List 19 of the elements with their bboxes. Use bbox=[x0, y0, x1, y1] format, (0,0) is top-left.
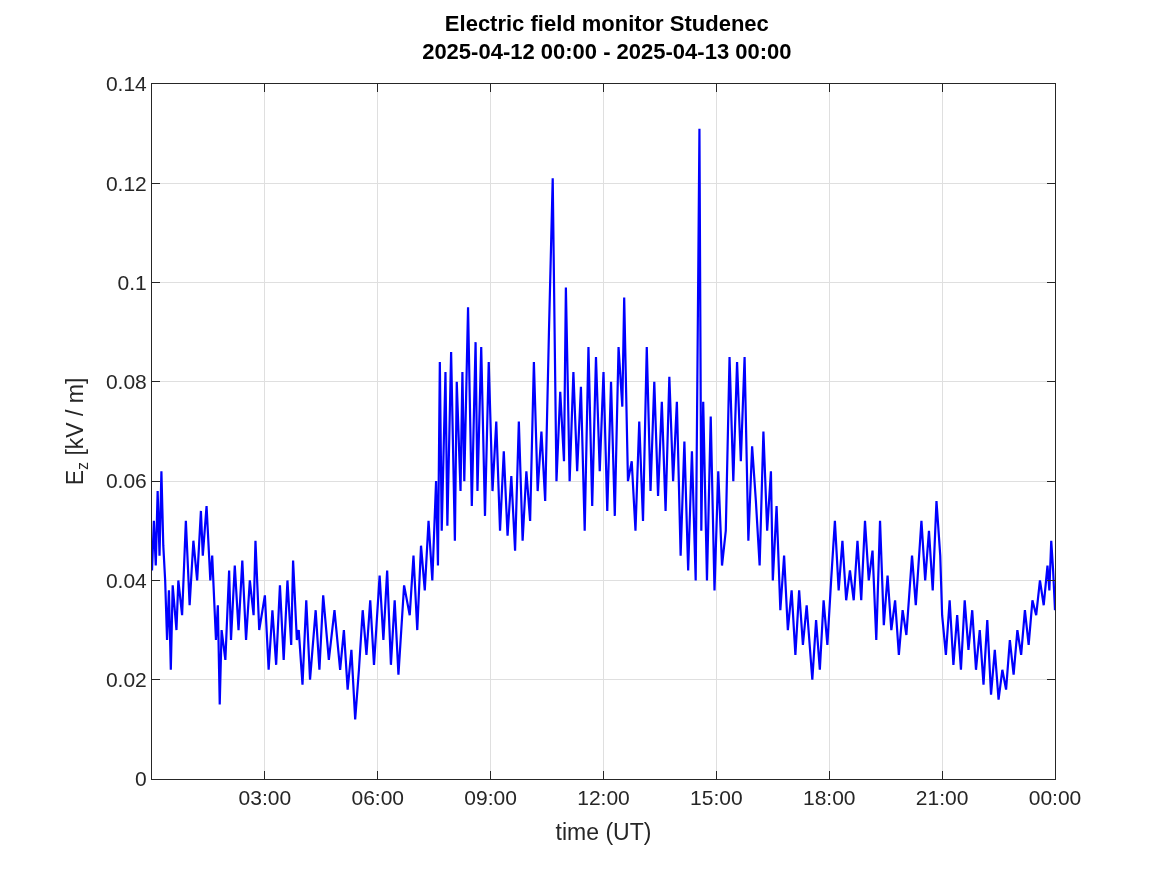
x-tick-label: 12:00 bbox=[577, 786, 630, 810]
y-tick-label: 0.02 bbox=[105, 668, 147, 692]
x-tick-label: 18:00 bbox=[802, 786, 856, 810]
y-tick-label: 0.1 bbox=[117, 270, 147, 294]
y-tick-label: 0.12 bbox=[105, 171, 147, 195]
x-tick-label: 21:00 bbox=[915, 786, 969, 810]
y-tick-label: 0.04 bbox=[105, 568, 148, 592]
y-tick-label: 0.06 bbox=[105, 469, 147, 493]
x-tick-label: 00:00 bbox=[1028, 786, 1082, 810]
x-tick-label: 09:00 bbox=[464, 786, 517, 810]
y-tick-label: 0.08 bbox=[105, 370, 147, 394]
x-tick-label: 15:00 bbox=[690, 786, 743, 810]
x-axis-title: time (UT) bbox=[555, 818, 652, 845]
y-tick-label: 0.14 bbox=[105, 72, 148, 96]
chart-title: Electric field monitor Studenec 2025-04-12 00:00 - 2025-04-13 00:00 bbox=[422, 10, 792, 65]
line-series bbox=[152, 127, 1055, 721]
x-tick-label: 06:00 bbox=[351, 786, 405, 810]
x-tick-label: 03:00 bbox=[238, 786, 292, 810]
y-tick-label: 0 bbox=[135, 767, 147, 791]
